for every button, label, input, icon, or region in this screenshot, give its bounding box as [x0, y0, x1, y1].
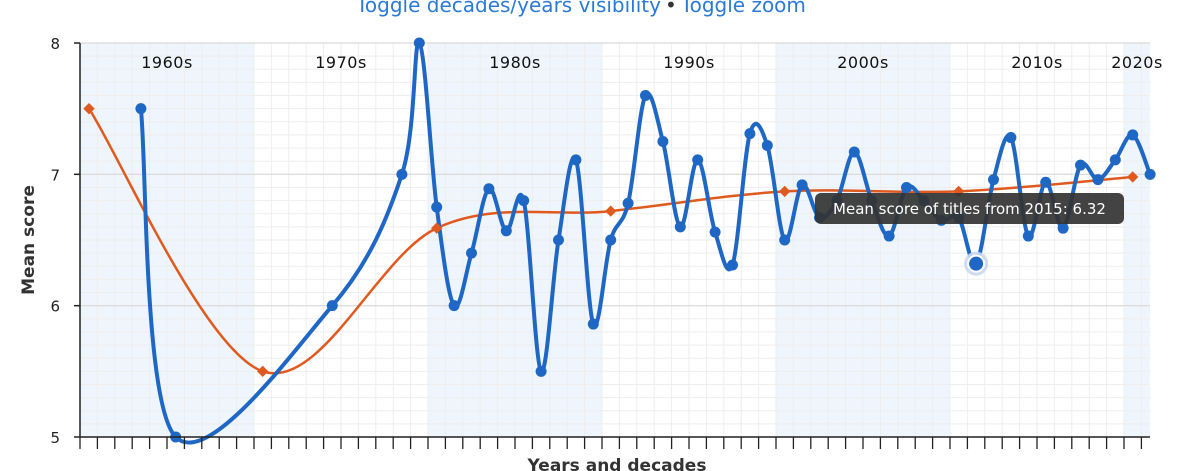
x-axis-title: Years and decades [527, 456, 707, 471]
decade-point[interactable] [605, 205, 617, 217]
year-point[interactable] [570, 154, 582, 166]
toggle-decades-years-link[interactable]: Toggle decades/years visibility [356, 0, 661, 17]
toggle-zoom-link[interactable]: Toggle zoom [680, 0, 806, 17]
year-point[interactable] [883, 230, 895, 242]
year-point[interactable] [901, 181, 912, 193]
year-point[interactable] [1022, 230, 1034, 242]
year-point[interactable] [709, 226, 721, 238]
chart-toggles: Toggle decades/years visibility • Toggle z… [0, 0, 1162, 17]
year-point[interactable] [483, 183, 495, 195]
decade-point[interactable] [779, 185, 791, 198]
y-tick-label: 5 [50, 429, 60, 447]
year-point[interactable] [431, 201, 443, 213]
decade-point[interactable] [431, 222, 443, 234]
year-point[interactable] [1092, 174, 1104, 186]
year-point[interactable] [657, 136, 669, 147]
year-point[interactable] [500, 225, 512, 237]
year-point[interactable] [605, 234, 617, 246]
year-point[interactable] [587, 318, 599, 330]
year-point[interactable] [848, 146, 860, 158]
year-point[interactable] [1144, 168, 1156, 180]
year-point[interactable] [1005, 132, 1017, 144]
year-point[interactable] [779, 234, 791, 246]
y-tick-label: 7 [50, 166, 60, 184]
decade-label: 2020s [1111, 53, 1163, 72]
year-point[interactable] [761, 139, 773, 151]
tooltip-box [815, 193, 1124, 224]
decade-label: 1960s [141, 53, 193, 72]
year-point[interactable] [553, 234, 564, 246]
year-point[interactable] [396, 168, 408, 180]
year-point[interactable] [744, 128, 756, 140]
decade-point[interactable] [1127, 171, 1139, 183]
year-point[interactable] [326, 300, 338, 312]
year-point[interactable] [692, 154, 704, 166]
toggle-separator: • [664, 0, 677, 17]
year-point[interactable] [640, 90, 651, 102]
year-point[interactable] [413, 37, 425, 49]
tooltip-text: Mean score of titles from 2015: 6.32 [833, 200, 1106, 218]
year-point[interactable] [1057, 222, 1069, 234]
decade-label: 2000s [837, 53, 889, 72]
decade-label: 1970s [315, 53, 367, 72]
year-point[interactable] [448, 300, 460, 312]
decade-label: 1990s [663, 53, 715, 72]
year-point[interactable] [1075, 159, 1086, 171]
year-point[interactable] [535, 365, 547, 377]
year-point[interactable] [1040, 176, 1052, 188]
year-point[interactable] [518, 195, 530, 207]
decade-label: 2010s [1011, 53, 1063, 72]
year-point[interactable] [622, 197, 634, 209]
y-axis-title: Mean score [19, 185, 39, 295]
decade-label: 1980s [489, 53, 541, 72]
year-point[interactable] [1109, 154, 1121, 166]
year-point[interactable] [1127, 129, 1139, 141]
year-point[interactable] [466, 247, 477, 259]
year-point[interactable] [988, 174, 999, 186]
year-point[interactable] [796, 179, 808, 191]
year-point-highlighted[interactable] [967, 254, 986, 273]
y-tick-label: 6 [50, 298, 60, 316]
year-point[interactable] [674, 221, 686, 233]
year-point[interactable] [135, 103, 147, 115]
y-tick-label: 8 [50, 35, 60, 53]
years-series-line [138, 40, 1152, 445]
decade-point[interactable] [257, 365, 269, 377]
year-point[interactable] [727, 259, 738, 271]
